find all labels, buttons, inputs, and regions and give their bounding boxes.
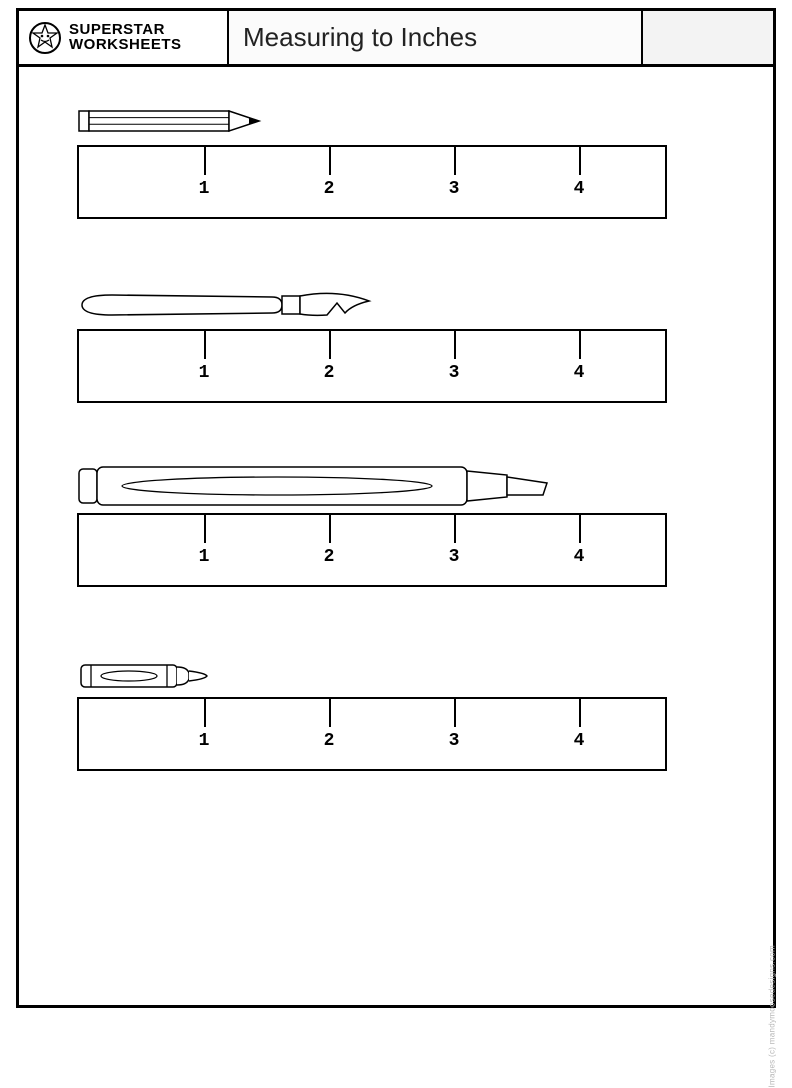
ruler-tick-label: 2 [324,179,335,199]
ruler-tick [579,147,581,175]
ruler-tick-label: 4 [574,363,585,383]
image-credit: Images (c) mandymoosedesigns.com [768,945,777,1088]
paintbrush-icon [77,283,377,327]
ruler-tick-label: 4 [574,179,585,199]
logo-cell: SUPERSTAR WORKSHEETS [19,11,229,64]
ruler-tick-label: 3 [449,179,460,199]
ruler-tick-label: 3 [449,363,460,383]
ruler-tick-label: 3 [449,547,460,567]
content-area: 1 2 3 4 1 2 3 4 [19,67,773,841]
ruler-tick-label: 1 [199,179,210,199]
ruler-tick [204,147,206,175]
exercise-marker: 1 2 3 4 [67,463,725,587]
ruler-tick [579,515,581,543]
ruler-tick [329,331,331,359]
ruler-tick-label: 2 [324,547,335,567]
pencil-icon [77,101,267,141]
ruler-tick-label: 1 [199,731,210,751]
ruler-tick-label: 2 [324,363,335,383]
object-slot [67,647,725,693]
ruler-tick [329,515,331,543]
ruler: 1 2 3 4 [77,145,667,219]
ruler-tick-label: 1 [199,547,210,567]
ruler-tick [454,699,456,727]
star-face-icon [27,20,63,56]
object-slot [67,279,725,325]
ruler-tick [329,147,331,175]
header-row: SUPERSTAR WORKSHEETS Measuring to Inches [19,11,773,67]
ruler-tick [579,331,581,359]
exercise-pencil: 1 2 3 4 [67,95,725,219]
ruler-tick [204,515,206,543]
ruler: 1 2 3 4 [77,329,667,403]
exercise-paintbrush: 1 2 3 4 [67,279,725,403]
object-slot [67,95,725,141]
ruler-tick-label: 3 [449,731,460,751]
ruler-tick [454,147,456,175]
name-blank-cell [643,11,773,64]
brand-line2: WORKSHEETS [69,38,182,52]
ruler: 1 2 3 4 [77,697,667,771]
ruler-tick-label: 2 [324,731,335,751]
ruler-tick [204,331,206,359]
ruler-tick [579,699,581,727]
ruler-tick [454,515,456,543]
crayon-icon [77,655,217,695]
worksheet-page: SUPERSTAR WORKSHEETS Measuring to Inches… [16,8,776,1008]
exercise-crayon: 1 2 3 4 [67,647,725,771]
ruler-tick-label: 1 [199,363,210,383]
ruler-tick [204,699,206,727]
marker-icon [77,461,557,511]
ruler-tick-label: 4 [574,547,585,567]
logo-text: SUPERSTAR WORKSHEETS [69,23,182,52]
ruler-tick [454,331,456,359]
ruler-tick [329,699,331,727]
ruler: 1 2 3 4 [77,513,667,587]
object-slot [67,463,725,509]
worksheet-title: Measuring to Inches [229,11,643,64]
ruler-tick-label: 4 [574,731,585,751]
